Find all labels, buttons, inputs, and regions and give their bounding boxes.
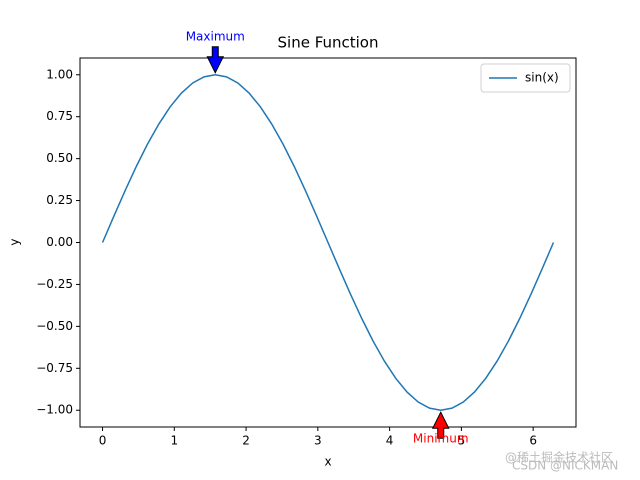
annotation-arrow xyxy=(206,46,225,74)
y-axis-label: y xyxy=(8,238,22,245)
y-tick-label: −0.50 xyxy=(36,319,73,333)
legend-label: sin(x) xyxy=(525,71,559,85)
annotation-label: Maximum xyxy=(186,29,245,43)
x-tick-label: 5 xyxy=(458,434,466,448)
x-tick-label: 6 xyxy=(529,434,537,448)
line xyxy=(101,74,555,411)
x-tick-label: 2 xyxy=(242,434,250,448)
annotation-label: Minimum xyxy=(413,432,469,446)
x-tick-label: 1 xyxy=(170,434,178,448)
chart-title: Sine Function xyxy=(278,34,379,52)
annotation-arrow xyxy=(431,411,450,439)
y-tick-label: 0.75 xyxy=(46,109,73,123)
legend-box xyxy=(480,63,571,93)
y-tick-label: −0.25 xyxy=(36,277,73,291)
watermark: @稀土掘金技术社区 xyxy=(505,450,613,465)
y-tick-label: 0.00 xyxy=(46,235,73,249)
x-tick-label: 0 xyxy=(99,434,107,448)
y-tick-label: 0.25 xyxy=(46,193,73,207)
watermark: CSDN @NICKMAN xyxy=(512,459,618,473)
x-axis-label: x xyxy=(324,455,331,469)
x-tick-label: 3 xyxy=(314,434,322,448)
x-tick-label: 4 xyxy=(386,434,394,448)
y-tick-label: 0.50 xyxy=(46,151,73,165)
y-tick-label: −1.00 xyxy=(36,403,73,417)
y-tick-label: −0.75 xyxy=(36,361,73,375)
y-tick-label: 1.00 xyxy=(46,67,73,81)
